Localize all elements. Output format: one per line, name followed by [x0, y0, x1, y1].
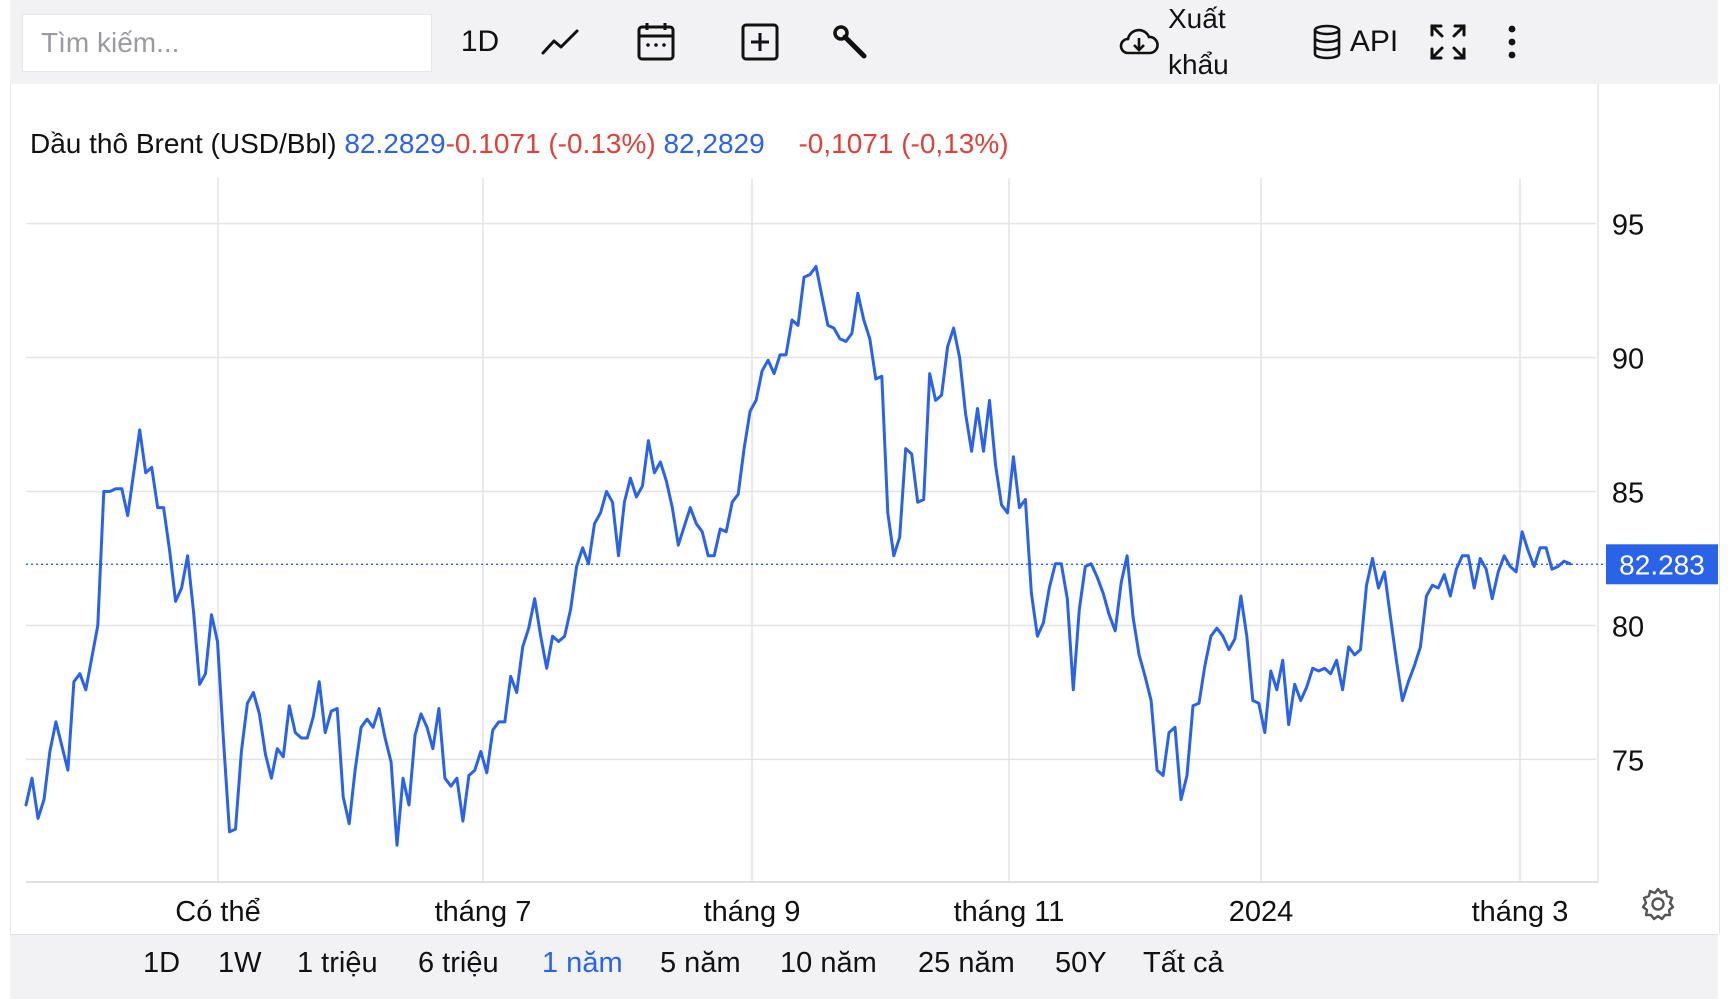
gear-icon: [1641, 887, 1675, 921]
y-tick-label: 80: [1612, 611, 1644, 643]
cloud-download-icon: [1119, 28, 1159, 55]
x-tick-label: Có thể: [175, 896, 260, 928]
expand-icon: [1430, 24, 1466, 60]
fullscreen-button[interactable]: [1418, 10, 1478, 74]
calendar-icon: [637, 23, 675, 61]
calendar-button[interactable]: [616, 10, 696, 74]
y-tick-label: 85: [1612, 478, 1644, 510]
instrument-name: Dầu thô Brent (USD/Bbl): [30, 128, 337, 159]
range-option[interactable]: 1 triệu: [297, 947, 378, 979]
database-icon: [1313, 24, 1341, 60]
export-button[interactable]: Xuất khẩu: [1118, 3, 1268, 80]
export-label-line1: Xuất: [1168, 3, 1226, 34]
legend-value: 82.2829: [344, 128, 446, 159]
settings-button[interactable]: [1640, 886, 1676, 927]
x-tick-label: 2024: [1229, 896, 1294, 928]
search-input[interactable]: [22, 14, 432, 72]
legend-value-local: 82,2829: [663, 128, 765, 159]
y-tick-label: 95: [1612, 210, 1644, 242]
chart-panel: [10, 84, 1720, 934]
wrench-icon: [833, 25, 867, 59]
range-option[interactable]: 50Y: [1055, 947, 1107, 979]
legend-change-local: -0,1071 (-0,13%): [798, 128, 1009, 159]
y-tick-label: 90: [1612, 344, 1644, 376]
range-option[interactable]: 25 năm: [918, 947, 1015, 979]
x-tick-label: tháng 3: [1472, 896, 1569, 928]
price-chart[interactable]: 95 90 85 80 75 Có thể tháng 7 tháng 9 tháng 11 20…: [0, 0, 1728, 934]
last-value-label: 82.283: [1619, 549, 1705, 580]
more-button[interactable]: [1492, 10, 1532, 74]
chart-type-button[interactable]: [520, 10, 600, 74]
plus-box-icon: [741, 23, 779, 61]
toolbar: 1D Xuất: [10, 0, 1718, 85]
y-tick-label: 75: [1612, 745, 1644, 777]
last-value-badge: [1606, 544, 1718, 585]
range-option[interactable]: Tất cả: [1143, 947, 1224, 979]
tools-button[interactable]: [810, 10, 890, 74]
range-option[interactable]: 6 triệu: [418, 947, 499, 979]
range-option[interactable]: 10 năm: [780, 947, 877, 979]
line-chart-icon: [541, 29, 579, 55]
x-tick-label: tháng 9: [704, 896, 801, 928]
x-tick-label: tháng 7: [435, 896, 532, 928]
range-selector: 1D 1W 1 triệu 6 triệu 1 năm 5 năm 10 năm 25 năm…: [10, 934, 1718, 999]
export-label-line2: khẩu: [1168, 49, 1229, 80]
range-option[interactable]: 1 năm: [542, 947, 623, 979]
interval-button[interactable]: 1D: [430, 10, 530, 74]
export-label: Xuất khẩu: [1168, 0, 1229, 88]
x-tick-label: tháng 11: [954, 896, 1065, 928]
api-label: API: [1349, 25, 1399, 58]
range-option[interactable]: 1W: [218, 947, 262, 979]
range-option[interactable]: 1D: [143, 947, 181, 979]
interval-label: 1D: [460, 25, 500, 58]
chart-legend: Dầu thô Brent (USD/Bbl) 82.2829-0.1071 (…: [30, 128, 1009, 160]
api-button[interactable]: API: [1300, 10, 1410, 74]
more-vertical-icon: [1508, 25, 1516, 59]
legend-change: -0.1071 (-0.13%): [445, 128, 656, 159]
price-series-line: [24, 265, 1572, 847]
add-indicator-button[interactable]: [720, 10, 800, 74]
range-option[interactable]: 5 năm: [660, 947, 741, 979]
